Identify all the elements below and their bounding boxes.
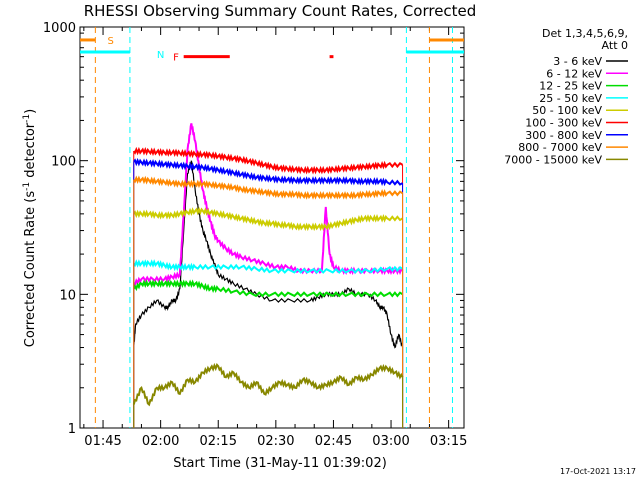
- series-line: [132, 362, 404, 407]
- series-line: [133, 206, 404, 232]
- data-series: [132, 123, 404, 428]
- marker-label: N: [157, 50, 164, 61]
- legend-label: 6 - 12 keV: [546, 67, 602, 80]
- y-axis-title: Corrected Count Rate (s-1 detector-1): [22, 109, 38, 347]
- series-line: [133, 123, 404, 287]
- y-axis-title-mid: detector: [23, 122, 38, 182]
- legend-label: 800 - 7000 keV: [518, 141, 602, 154]
- marker-label: S: [108, 36, 114, 47]
- y-axis-title-end: ): [23, 109, 38, 114]
- y-axis-title-main: Corrected Count Rate (s: [23, 191, 38, 348]
- time-markers: S N F: [80, 27, 464, 428]
- series-line: [133, 160, 404, 349]
- series-line: [133, 157, 404, 187]
- marker-label: F: [173, 53, 179, 64]
- y-axis-title-sup2: -1: [22, 114, 32, 123]
- series-line: [133, 146, 404, 175]
- y-axis-title-sup1: -1: [22, 182, 32, 191]
- series-line: [133, 175, 404, 200]
- timestamp: 17-Oct-2021 13:17: [560, 467, 636, 476]
- x-tick-label: 02:15: [200, 434, 237, 449]
- x-tick-label: 02:30: [257, 434, 294, 449]
- series-line: [132, 279, 404, 298]
- legend-label: 300 - 800 keV: [525, 129, 602, 142]
- x-tick-labels: 01:45 02:00 02:15 02:30 02:45 03:00 03:15: [84, 434, 467, 449]
- axis-ticks: [80, 26, 464, 429]
- legend-header: Att 0: [602, 39, 628, 52]
- legend-label: 25 - 50 keV: [539, 92, 602, 105]
- y-tick-label: 100: [51, 155, 76, 170]
- legend-label: 7000 - 15000 keV: [504, 153, 602, 166]
- x-axis-title: Start Time (31-May-11 01:39:02): [173, 456, 387, 471]
- plot-frame: [79, 26, 465, 429]
- x-tick-label: 02:00: [142, 434, 179, 449]
- chart-title: RHESSI Observing Summary Count Rates, Co…: [84, 2, 477, 20]
- x-tick-label: 02:45: [315, 434, 352, 449]
- legend-label: 100 - 300 keV: [525, 117, 602, 130]
- y-tick-label: 1: [68, 422, 76, 437]
- y-tick-label: 1000: [43, 21, 76, 36]
- legend-label: 50 - 100 keV: [532, 104, 602, 117]
- x-tick-label: 03:15: [430, 434, 467, 449]
- legend-label: 12 - 25 keV: [539, 80, 602, 93]
- x-tick-label: 03:00: [372, 434, 409, 449]
- y-tick-labels: 1 10 100 1000: [43, 21, 76, 437]
- legend-header: Det 1,3,4,5,6,9,: [542, 27, 628, 40]
- legend-label: 3 - 6 keV: [553, 55, 602, 68]
- x-tick-label: 01:45: [84, 434, 121, 449]
- y-tick-label: 10: [59, 288, 76, 303]
- series-line: [133, 259, 404, 274]
